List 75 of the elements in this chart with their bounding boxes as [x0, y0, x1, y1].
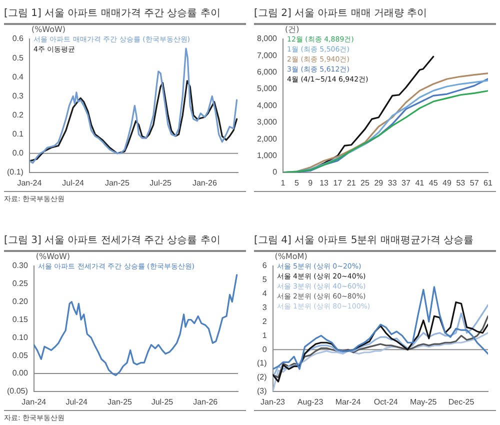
y-tick-label: (0.05) [6, 386, 28, 396]
x-tick-label: 37 [402, 178, 412, 188]
x-tick-label: Jul-25 [151, 397, 174, 406]
y-tick-label: (0.1) [6, 168, 24, 177]
x-tick-label: 1 [280, 178, 286, 188]
x-tick-label: 33 [388, 178, 398, 188]
y-tick-label: (3) [256, 386, 268, 396]
x-tick-label: Jan-26 [193, 397, 218, 406]
x-tick-label: 21 [346, 178, 356, 188]
y-tick-label: 0.30 [12, 261, 28, 270]
chart-title: [그림 2] 서울 아파트 매매 거래량 추이 [254, 0, 496, 25]
y-tick-label: 2,000 [256, 134, 278, 144]
y-tick-label: 1 [262, 330, 268, 340]
y-tick-label: 0 [272, 168, 278, 177]
y-tick-label: 7,000 [256, 50, 278, 60]
x-tick-label: 5 [294, 178, 300, 188]
x-tick-label: 57 [470, 178, 480, 188]
x-tick-label: Mar-24 [335, 397, 362, 406]
y-axis-title: (건) [285, 25, 300, 34]
y-tick-label: 4 [262, 289, 268, 298]
y-tick-label: 0.00 [12, 368, 28, 378]
x-tick-label: Jul-24 [66, 397, 88, 406]
x-tick-label: Jan-24 [22, 397, 47, 406]
y-tick-label: 0.15 [12, 314, 28, 324]
x-tick-label: 41 [415, 178, 425, 188]
y-tick-label: 3,000 [256, 118, 278, 127]
y-tick-label: 0.10 [12, 332, 28, 342]
y-tick-label: 5,000 [256, 84, 278, 94]
y-tick-label: 0.4 [12, 72, 24, 82]
x-tick-label: Jan-24 [17, 178, 42, 188]
y-tick-label: 8,000 [256, 34, 278, 44]
x-tick-label: 25 [360, 178, 370, 188]
x-tick-label: 9 [308, 178, 314, 188]
y-tick-label: 0.0 [12, 148, 24, 158]
y-tick-label: 0.3 [12, 91, 24, 100]
x-tick-label: Jul-24 [62, 178, 85, 188]
chart-title: [그림 1] 서울 아파트 매매가격 주간 상승률 추이 [4, 0, 246, 25]
y-tick-label: 0.20 [12, 297, 28, 306]
x-tick-label: Jan-25 [108, 397, 133, 406]
y-tick-label: 0 [262, 344, 268, 354]
y-tick-label: 4,000 [256, 100, 278, 110]
y-tick-label: 0.6 [12, 34, 24, 44]
x-tick-label: 29 [374, 178, 384, 188]
y-tick-label: 0.2 [12, 110, 24, 120]
x-tick-label: Oct-24 [374, 397, 398, 406]
y-axis-title: (%WoW) [36, 252, 70, 262]
y-tick-label: 0.05 [12, 350, 28, 360]
x-tick-label: 45 [428, 178, 438, 188]
x-tick-label: 17 [333, 178, 343, 188]
x-tick-label: Jan-26 [192, 178, 218, 188]
x-tick-label: 61 [484, 178, 493, 188]
y-tick-label: 2 [262, 316, 268, 326]
x-tick-label: 13 [320, 178, 330, 188]
x-tick-label: Jan-25 [104, 178, 130, 188]
y-axis-title: (%WoW) [31, 25, 66, 34]
x-tick-label: Dec-25 [448, 397, 475, 406]
y-tick-label: (1) [256, 358, 268, 368]
x-tick-label: Jul-25 [150, 178, 172, 188]
y-tick-label: 6 [262, 261, 268, 270]
y-tick-label: 1,000 [256, 150, 278, 160]
x-tick-label: 49 [442, 178, 452, 188]
y-tick-label: (2) [256, 372, 268, 382]
y-tick-label: 3 [262, 303, 268, 312]
y-tick-label: 0.25 [12, 279, 28, 288]
y-tick-label: 5 [262, 275, 268, 284]
y-axis-title: (%MoM) [274, 252, 308, 262]
x-tick-label: Aug-23 [297, 397, 324, 406]
x-tick-label: May-25 [410, 397, 438, 406]
y-tick-label: 0.1 [12, 129, 24, 138]
y-tick-label: 6,000 [256, 68, 278, 77]
chart-title: [그림 3] 서울 아파트 전세가격 주간 상승률 추이 [4, 227, 246, 252]
x-tick-label: 53 [456, 178, 466, 188]
x-tick-label: Jan-23 [260, 397, 286, 406]
chart-title: [그림 4] 서울 아파트 5분위 매매평균가격 상승률 [254, 227, 496, 252]
y-tick-label: 0.5 [12, 53, 24, 62]
